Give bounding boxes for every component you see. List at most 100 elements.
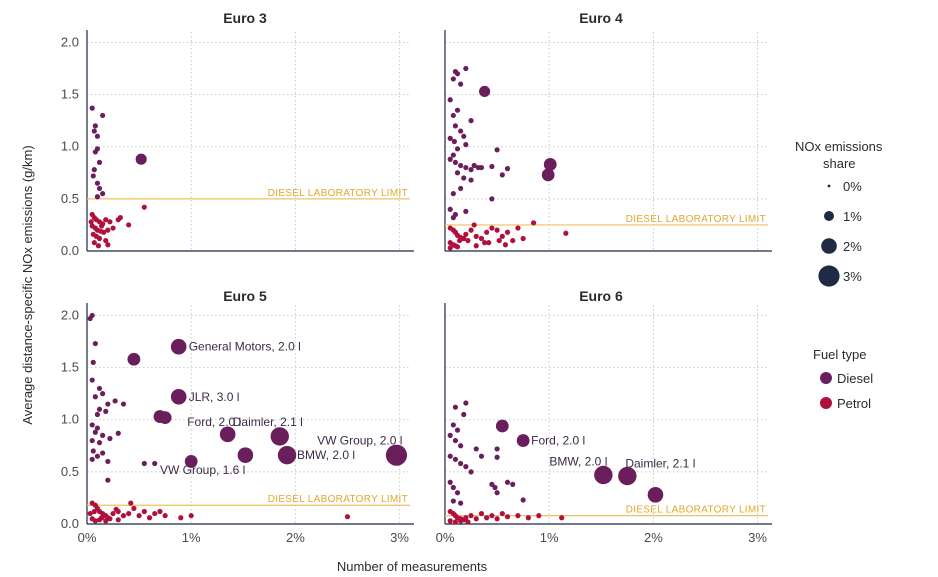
diesel-point (103, 408, 109, 414)
diesel-point (447, 432, 453, 438)
petrol-point (110, 225, 116, 231)
legend-size-marker (824, 211, 834, 221)
diesel-point (458, 162, 464, 169)
diesel-point (90, 173, 96, 179)
diesel-point (100, 391, 106, 397)
x-tick-label: 1% (182, 530, 201, 545)
diesel-point (450, 152, 456, 158)
diesel-point (499, 172, 505, 178)
petrol-point (494, 227, 500, 233)
diesel-point (463, 164, 469, 171)
diesel-point-large (516, 434, 530, 447)
diesel-point-large (170, 388, 187, 405)
petrol-point (481, 240, 488, 246)
petrol-point (486, 240, 492, 246)
diesel-point (452, 159, 459, 165)
point-annotation: General Motors, 2.0 l (189, 340, 301, 354)
petrol-point (131, 505, 137, 511)
petrol-point (98, 515, 105, 521)
diesel-point (478, 164, 485, 171)
petrol-point (489, 513, 495, 519)
legend-fuel-label: Diesel (837, 371, 873, 386)
limit-label: DIESEL LABORATORY LIMIT (268, 188, 408, 199)
diesel-point (452, 123, 459, 129)
diesel-point-large (219, 426, 236, 443)
petrol-point (463, 515, 469, 521)
diesel-point (92, 394, 98, 400)
diesel-point (100, 191, 106, 197)
petrol-point (463, 231, 469, 237)
legend-size-label: 0% (843, 179, 862, 194)
petrol-point (454, 244, 461, 250)
x-tick-label: 2% (286, 530, 305, 545)
diesel-point (447, 453, 453, 459)
diesel-point (94, 411, 101, 418)
point-annotation: VW Group, 2.0 l (317, 434, 402, 448)
x-tick-label: 1% (540, 530, 559, 545)
x-axis-label: Number of measurements (337, 559, 488, 574)
petrol-point (107, 516, 113, 522)
petrol-point (115, 517, 121, 523)
diesel-point (450, 215, 456, 221)
petrol-point (117, 215, 123, 221)
diesel-point (504, 166, 511, 172)
legend-size-label: 3% (843, 269, 862, 284)
petrol-point (536, 513, 542, 519)
petrol-point (105, 242, 111, 248)
diesel-point (447, 479, 453, 485)
diesel-point (91, 128, 97, 134)
diesel-point-large (541, 168, 555, 182)
diesel-point (450, 422, 456, 428)
diesel-point (454, 490, 461, 496)
petrol-point (91, 240, 97, 246)
petrol-point (178, 515, 184, 521)
y-tick-label: 2.0 (61, 307, 79, 322)
point-annotation: JLR, 3.0 l (189, 390, 240, 404)
panel-title: Euro 4 (579, 10, 623, 26)
diesel-point (454, 170, 461, 176)
diesel-point-large (158, 411, 172, 425)
legend-fuel-title: Fuel type (813, 347, 866, 362)
diesel-point (447, 97, 453, 103)
diesel-point (90, 448, 96, 454)
petrol-point (515, 225, 521, 231)
petrol-point (447, 245, 453, 251)
x-tick-label: 2% (644, 530, 663, 545)
petrol-point (484, 229, 490, 235)
diesel-point (100, 432, 106, 438)
petrol-point (188, 513, 194, 519)
petrol-point (128, 500, 134, 506)
petrol-point (504, 514, 511, 520)
diesel-point (510, 481, 516, 487)
petrol-point (520, 235, 526, 242)
diesel-point (92, 123, 98, 129)
diesel-point (92, 340, 98, 347)
diesel-point (152, 460, 158, 467)
petrol-point (98, 223, 105, 229)
petrol-point (103, 518, 109, 524)
petrol-point (141, 508, 147, 515)
diesel-point (468, 177, 474, 183)
diesel-point (520, 497, 526, 503)
diesel-point (94, 453, 101, 459)
diesel-point (100, 112, 106, 119)
diesel-point (458, 81, 464, 87)
diesel-point-large (618, 466, 637, 486)
diesel-point (94, 425, 101, 431)
petrol-point (461, 235, 467, 242)
point-annotation: Ford, 2.0 l (187, 415, 241, 429)
diesel-point (107, 435, 113, 442)
diesel-point-large (135, 153, 147, 165)
y-tick-label: 1.5 (61, 87, 79, 102)
diesel-point (89, 377, 95, 383)
diesel-point (454, 71, 461, 77)
diesel-point-large (543, 158, 557, 171)
diesel-point (494, 454, 500, 460)
diesel-point (96, 185, 103, 192)
petrol-point (162, 513, 168, 519)
petrol-point (496, 237, 502, 244)
y-tick-label: 0.5 (61, 191, 79, 206)
diesel-point (463, 400, 469, 406)
y-tick-label: 2.0 (61, 34, 79, 49)
petrol-point (468, 227, 474, 233)
